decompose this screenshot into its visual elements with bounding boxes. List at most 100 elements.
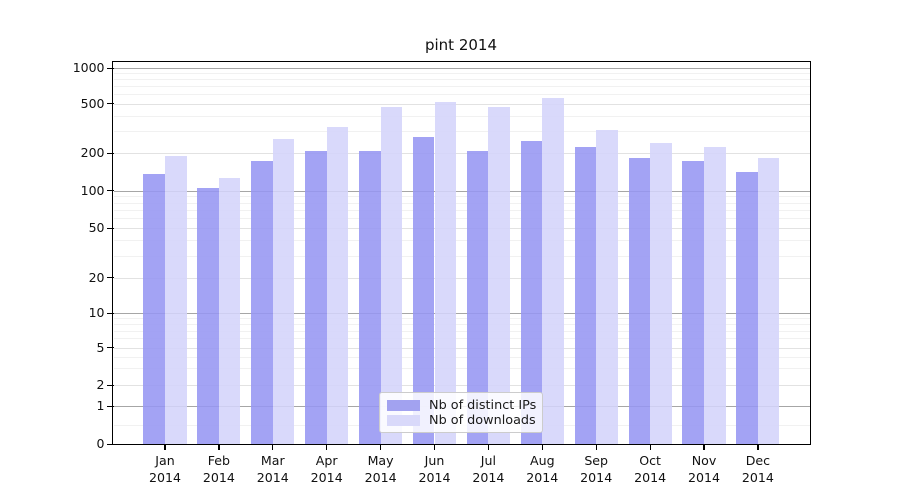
bar-dec-downloads bbox=[757, 158, 780, 444]
y-tick-label-2: 2 bbox=[96, 377, 105, 392]
y-tick-5 bbox=[106, 347, 114, 349]
gridline-minor bbox=[113, 202, 810, 204]
gridline-100 bbox=[113, 190, 810, 192]
x-tick-may bbox=[380, 444, 382, 450]
x-tick-oct bbox=[649, 444, 651, 450]
y-tick-label-10: 10 bbox=[88, 305, 105, 320]
x-tick-nov bbox=[703, 444, 705, 450]
x-tick-label-jul: Jul 2014 bbox=[472, 453, 505, 485]
legend-swatch-downloads bbox=[387, 414, 420, 427]
y-tick-10 bbox=[106, 312, 114, 314]
bar-jan-distinct-ips bbox=[143, 174, 165, 444]
y-tick-100 bbox=[106, 190, 114, 192]
y-tick-label-1: 1 bbox=[96, 398, 105, 413]
bar-nov-downloads bbox=[704, 147, 726, 444]
gridline-minor bbox=[113, 255, 810, 257]
bar-apr-distinct-ips bbox=[305, 150, 327, 444]
bar-nov-distinct-ips bbox=[682, 160, 704, 444]
bar-oct-distinct-ips bbox=[628, 158, 651, 444]
bar-may-distinct-ips bbox=[359, 151, 381, 444]
x-tick-label-mar: Mar 2014 bbox=[256, 453, 289, 485]
legend-label-downloads: Nb of downloads bbox=[429, 413, 536, 428]
gridline-minor bbox=[113, 131, 810, 133]
y-tick-label-20: 20 bbox=[88, 269, 105, 285]
y-tick-1 bbox=[106, 405, 114, 407]
plot-area bbox=[113, 62, 810, 444]
bar-jul-downloads bbox=[488, 106, 510, 444]
x-tick-apr bbox=[326, 444, 328, 450]
y-tick-label-5: 5 bbox=[96, 339, 105, 355]
y-tick-500 bbox=[106, 103, 114, 105]
x-tick-dec bbox=[757, 444, 759, 450]
x-tick-label-feb: Feb 2014 bbox=[202, 453, 235, 485]
gridline-5 bbox=[113, 347, 810, 349]
y-tick-50 bbox=[106, 227, 114, 230]
x-tick-aug bbox=[541, 444, 543, 450]
gridline-200 bbox=[113, 153, 810, 154]
bar-sep-distinct-ips bbox=[574, 146, 597, 444]
bar-jan-downloads bbox=[165, 156, 187, 444]
gridline-minor bbox=[113, 324, 810, 326]
y-tick-label-1000: 1000 bbox=[72, 60, 105, 75]
x-tick-label-nov: Nov 2014 bbox=[687, 453, 721, 485]
bar-jun-distinct-ips bbox=[412, 136, 435, 444]
y-tick-20 bbox=[106, 277, 114, 279]
legend: Nb of distinct IPs Nb of downloads bbox=[379, 392, 543, 433]
x-tick-label-apr: Apr 2014 bbox=[310, 453, 343, 485]
gridline-minor bbox=[113, 86, 810, 88]
y-tick-200 bbox=[106, 152, 114, 154]
gridline-minor bbox=[113, 356, 810, 358]
bar-jul-distinct-ips bbox=[466, 151, 489, 444]
gridline-minor bbox=[113, 94, 810, 96]
legend-label-distinct-ips: Nb of distinct IPs bbox=[429, 398, 537, 413]
x-tick-label-sep: Sep 2014 bbox=[580, 453, 613, 485]
gridline-minor bbox=[113, 330, 810, 332]
gridline-50 bbox=[113, 228, 810, 230]
gridline-minor bbox=[113, 196, 810, 198]
y-tick-label-50: 50 bbox=[88, 220, 105, 236]
x-tick-label-oct: Oct 2014 bbox=[634, 453, 667, 485]
x-tick-label-jan: Jan 2014 bbox=[148, 453, 182, 485]
gridline-minor bbox=[113, 318, 810, 320]
bar-feb-distinct-ips bbox=[197, 188, 219, 444]
bar-oct-downloads bbox=[650, 142, 672, 444]
bar-may-downloads bbox=[380, 107, 403, 444]
legend-item-distinct-ips: Nb of distinct IPs bbox=[387, 398, 537, 413]
x-tick-jan bbox=[164, 444, 166, 450]
gridline-minor bbox=[113, 79, 810, 81]
y-tick-label-0: 0 bbox=[96, 436, 105, 451]
y-tick-label-500: 500 bbox=[80, 95, 105, 111]
gridline-500 bbox=[113, 103, 810, 105]
bar-sep-downloads bbox=[596, 130, 618, 444]
gridline-20 bbox=[113, 277, 810, 279]
gridline-minor bbox=[113, 218, 810, 220]
chart-title: pint 2014 bbox=[424, 36, 498, 54]
x-tick-mar bbox=[272, 444, 274, 450]
x-tick-jun bbox=[433, 444, 436, 450]
gridline-1000 bbox=[113, 68, 810, 69]
bar-aug-distinct-ips bbox=[520, 140, 543, 444]
gridline-minor bbox=[113, 368, 810, 370]
bar-dec-distinct-ips bbox=[736, 171, 758, 444]
x-tick-label-aug: Aug 2014 bbox=[526, 453, 559, 485]
y-tick-2 bbox=[106, 384, 114, 386]
x-tick-jul bbox=[487, 444, 490, 450]
gridline-minor bbox=[113, 209, 810, 211]
legend-item-downloads: Nb of downloads bbox=[387, 413, 536, 428]
y-tick-1000 bbox=[106, 67, 114, 69]
gridline-10 bbox=[113, 313, 810, 314]
bar-mar-distinct-ips bbox=[251, 161, 273, 444]
bar-mar-downloads bbox=[272, 138, 295, 444]
bar-jun-downloads bbox=[434, 101, 457, 444]
y-tick-label-100: 100 bbox=[80, 182, 105, 198]
y-tick-0 bbox=[106, 443, 114, 445]
bar-feb-downloads bbox=[218, 177, 241, 444]
bar-apr-downloads bbox=[326, 127, 349, 444]
x-tick-feb bbox=[218, 444, 220, 450]
gridline-minor bbox=[113, 73, 810, 75]
x-tick-label-dec: Dec 2014 bbox=[741, 453, 774, 485]
gridline-minor bbox=[113, 115, 810, 117]
y-tick-label-200: 200 bbox=[80, 145, 105, 160]
x-tick-label-may: May 2014 bbox=[364, 453, 397, 485]
